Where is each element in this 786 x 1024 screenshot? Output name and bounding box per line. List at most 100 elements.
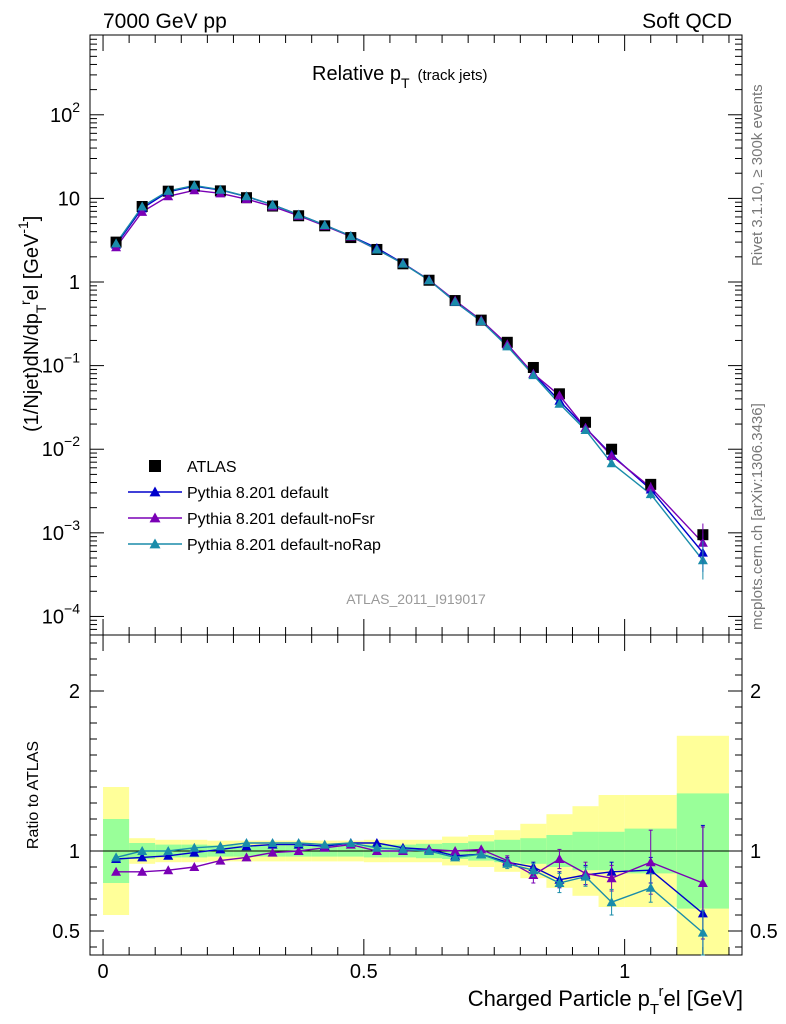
x-tick-label: 0.5 [350,961,378,983]
ratio-data-point [163,846,174,855]
main-title-suffix: (track jets) [418,67,488,84]
ratio-data-point [111,852,122,862]
legend-marker [149,538,161,549]
ratio-series-line [116,843,704,884]
main-y-tick-label: 10−3 [42,517,80,545]
ratio-data-point [645,857,656,867]
xlabel-sub: T [650,1001,659,1018]
mc-data-point [163,191,174,201]
legend-marker [149,486,161,497]
header-left: 7000 GeV pp [103,10,227,33]
ratio-data-point [397,844,408,854]
mc-data-point [241,191,252,201]
ratio-data-point [450,846,461,855]
main-ylabel-sup2: -1 [15,221,31,234]
analysis-label: ATLAS_2011_I919017 [346,591,486,607]
ratio-data-point [450,852,461,862]
ratio-y-tick-label-left: 1 [69,841,80,863]
legend-label: Pythia 8.201 default-noRap [187,537,381,554]
mc-data-point [319,220,330,230]
ratio-data-point [241,838,252,847]
mc-data-point [476,316,487,326]
ratio-data-point [111,866,122,876]
main-y-tick-exp: −1 [64,350,80,366]
legend-label: Pythia 8.201 default [187,485,329,502]
ratio-data-point [319,839,330,849]
main-y-tick-exp: −3 [64,517,80,533]
mc-data-point [293,209,304,219]
ratio-panel: 0.5 0.5 1 1 2 2 0 0.5 1 Ratio to ATLAS Charged P… [25,634,778,1018]
ratio-data-point [580,871,591,881]
main-series-line [115,184,704,561]
ratio-data-point [137,846,148,855]
ratio-data-point [371,842,382,852]
main-y-tick-base: 10 [50,105,72,127]
mc-data-point [580,424,591,434]
mc-data-point [267,199,278,209]
mc-data-point [554,398,565,408]
xlabel-a: Charged Particle p [468,986,650,1011]
ratio-data-point [528,865,539,875]
ratio-data-point [189,862,200,871]
mc-data-point [554,390,565,400]
rivet-label: Rivet 3.1.10, ≥ 300k events [749,84,766,266]
ratio-data-point [345,838,356,847]
legend: ATLAS Pythia 8.201 default Pythia 8.201 de… [128,459,381,554]
main-title-text: Relative p [312,63,401,85]
ratio-y-tick-label-left: 0.5 [52,921,80,943]
main-y-tick-base: 10 [42,523,64,545]
x-tick-label: 0 [97,961,108,983]
header-right: Soft QCD [642,10,732,33]
mc-data-point [137,206,148,216]
main-y-tick-base: 10 [42,606,64,628]
x-tick-label: 1 [619,961,630,983]
ratio-data-point [267,847,278,857]
mc-data-point [137,201,148,211]
main-y-tick-label: 10−4 [42,600,80,628]
legend-label: ATLAS [187,459,237,476]
ratio-y-tick-label-right: 0.5 [750,921,778,943]
main-y-tick-label: 1 [69,272,80,294]
xlabel-end: el [GeV] [664,986,743,1011]
ratio-data-point [137,866,148,876]
main-y-tick-exp: 2 [72,99,80,115]
mc-data-point [528,370,539,380]
ratio-data-point [645,882,656,892]
ratio-data-point [293,838,304,847]
main-ylabel-mid: el [GeV [21,233,43,300]
main-panel: Relative pT (track jets) (1/Njet)dN/dpTre… [15,34,743,636]
ratio-data-point [371,838,382,847]
mc-data-point [397,258,408,268]
main-y-tick-label: 10−1 [42,350,80,378]
ratio-data-point [502,858,513,868]
ratio-data-point [606,897,617,907]
atlas-data-point [527,361,539,373]
mc-data-point [345,231,356,241]
main-y-tick-base: 10 [58,188,80,210]
mc-data-point [424,275,435,285]
main-ylabel-end: ] [21,216,43,222]
ratio-y-tick-label-left: 2 [69,681,80,703]
mcplots-label: mcplots.cern.ch [arXiv:1306.3436] [749,403,766,630]
xlabel-sup: r [659,983,664,1000]
ratio-data-point [293,846,304,855]
ratio-data-point [476,844,487,854]
ratio-data-point [697,927,708,937]
mc-data-point [371,244,382,254]
ratio-bands [103,735,729,955]
ratio-series-line [115,842,704,934]
mc-data-point [502,341,513,351]
main-y-tick-exp: −4 [64,600,80,616]
ratio-data-point [189,847,200,857]
ratio-series [111,824,708,956]
mc-data-point [189,180,200,190]
main-y-tick-base: 10 [42,356,64,378]
main-ylabel-sub: T [33,304,49,313]
ratio-data-point [267,838,278,847]
ratio-data-point [241,852,252,862]
main-y-tick-label: 10 [58,188,80,210]
ratio-data-point [424,846,435,855]
mc-data-point [189,185,200,195]
